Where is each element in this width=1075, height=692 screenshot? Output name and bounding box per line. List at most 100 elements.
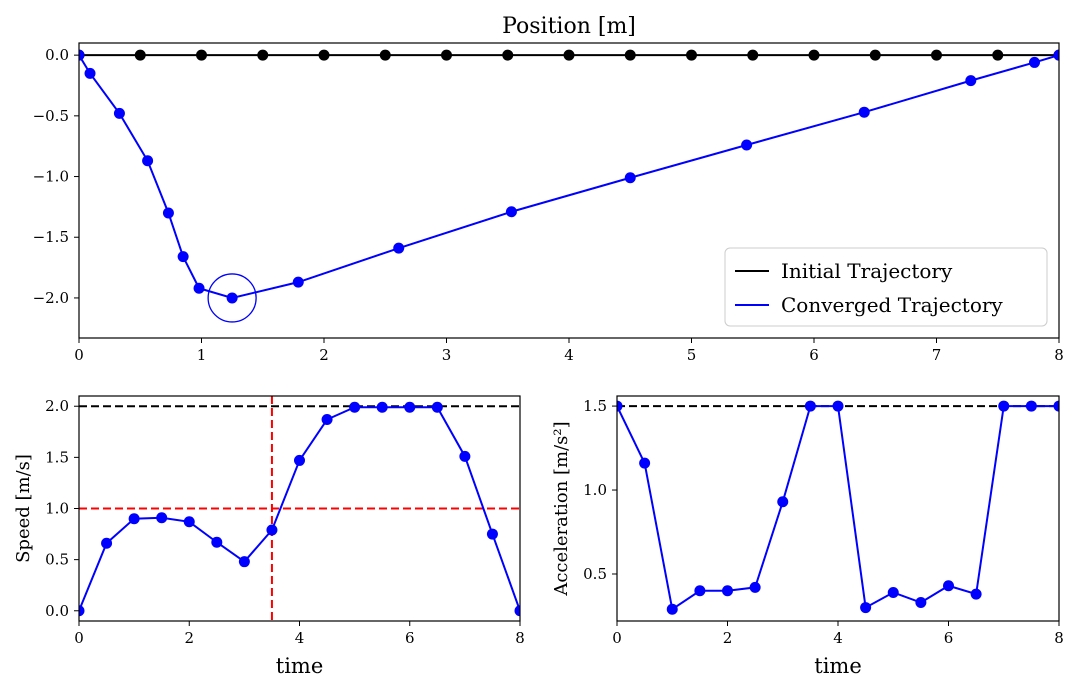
data-point bbox=[257, 49, 269, 61]
data-point bbox=[294, 454, 305, 466]
data-point bbox=[970, 588, 982, 600]
data-point bbox=[860, 602, 872, 614]
y-tick-label: 0.0 bbox=[45, 46, 69, 64]
data-point bbox=[686, 49, 697, 61]
data-point bbox=[379, 49, 391, 61]
data-point bbox=[162, 207, 174, 219]
data-point bbox=[502, 49, 514, 61]
data-point bbox=[1029, 56, 1040, 68]
x-tick-label: 2 bbox=[319, 346, 329, 364]
x-tick-label: 4 bbox=[564, 346, 574, 364]
y-tick-label: 0.5 bbox=[45, 551, 69, 569]
data-point bbox=[128, 513, 140, 525]
x-tick-label: 7 bbox=[932, 346, 942, 364]
data-point bbox=[563, 49, 575, 61]
data-point bbox=[808, 49, 820, 61]
data-point bbox=[887, 586, 899, 598]
x-tick-label: 0 bbox=[74, 346, 84, 364]
x-tick-label: 0 bbox=[612, 629, 622, 647]
y-tick-label: −1.5 bbox=[33, 228, 69, 246]
data-point bbox=[459, 450, 471, 462]
x-tick-label: 8 bbox=[1054, 346, 1064, 364]
data-point bbox=[858, 106, 870, 118]
data-point bbox=[869, 49, 881, 61]
data-point bbox=[943, 580, 954, 592]
data-point bbox=[177, 251, 189, 263]
data-point bbox=[1053, 400, 1059, 412]
x-axis-label: time bbox=[276, 654, 324, 678]
y-axis-label: Acceleration [m/s²] bbox=[551, 421, 572, 596]
x-tick-label: 2 bbox=[723, 629, 733, 647]
y-tick-label: 1.0 bbox=[45, 500, 69, 518]
data-point bbox=[722, 585, 733, 597]
data-point bbox=[749, 581, 761, 593]
data-point bbox=[292, 276, 304, 288]
acceleration-chart: 0 2 4 6 8 0.5 1.0 1.5 time Acceleration [m/s²] bbox=[551, 395, 1064, 678]
x-tick-label: 6 bbox=[809, 346, 819, 364]
data-point bbox=[196, 49, 207, 61]
x-tick-label: 1 bbox=[197, 346, 207, 364]
axes-frame bbox=[78, 42, 1060, 339]
data-point bbox=[741, 139, 753, 151]
data-point bbox=[349, 401, 361, 413]
data-point bbox=[393, 242, 405, 254]
data-point bbox=[915, 597, 927, 609]
y-tick-label: 0.0 bbox=[45, 602, 69, 620]
data-point bbox=[694, 585, 706, 597]
axes-frame bbox=[78, 395, 521, 622]
speed-chart: 0 2 4 6 8 0.0 0.5 1.0 1.5 2.0 time Speed [m/s] bbox=[13, 395, 525, 678]
y-tick-label: 1.5 bbox=[583, 397, 607, 415]
data-point bbox=[777, 496, 789, 508]
data-point bbox=[113, 107, 125, 119]
x-tick-label: 2 bbox=[184, 629, 194, 647]
y-tick-label: 1.0 bbox=[583, 481, 607, 499]
data-point bbox=[441, 49, 452, 61]
data-point bbox=[832, 400, 844, 412]
data-point bbox=[193, 282, 205, 294]
data-point bbox=[404, 401, 416, 413]
data-point bbox=[156, 512, 168, 524]
x-tick-label: 8 bbox=[1054, 629, 1064, 647]
data-point bbox=[505, 206, 517, 218]
data-point bbox=[931, 49, 942, 61]
data-point bbox=[514, 605, 520, 617]
chart-title: Position [m] bbox=[502, 14, 636, 39]
data-point bbox=[226, 292, 238, 304]
highlight-circle bbox=[207, 273, 257, 323]
y-axis-label: Speed [m/s] bbox=[13, 454, 34, 563]
data-point bbox=[998, 400, 1010, 412]
x-tick-label: 6 bbox=[405, 629, 415, 647]
data-point bbox=[431, 401, 443, 413]
legend-label: Initial Trajectory bbox=[781, 259, 953, 283]
data-point bbox=[134, 49, 146, 61]
data-point bbox=[101, 537, 113, 549]
x-tick-label: 3 bbox=[442, 346, 452, 364]
legend: Initial Trajectory Converged Trajectory bbox=[724, 247, 1048, 327]
data-point bbox=[992, 49, 1004, 61]
data-point bbox=[142, 155, 154, 167]
data-point bbox=[266, 524, 278, 536]
y-tick-label: 1.5 bbox=[45, 448, 69, 466]
data-point bbox=[318, 49, 330, 61]
y-tick-label: 0.5 bbox=[583, 565, 607, 583]
x-tick-label: 4 bbox=[295, 629, 305, 647]
position-chart: 0 1 2 3 4 5 6 7 8 0.0 −0.5 −1.0 −1.5 −2.0 Position [m]… bbox=[33, 14, 1064, 364]
data-point bbox=[1025, 400, 1037, 412]
data-point bbox=[666, 603, 678, 615]
data-point bbox=[639, 457, 651, 469]
x-tick-label: 6 bbox=[944, 629, 954, 647]
data-point bbox=[321, 414, 333, 426]
axes-frame bbox=[616, 395, 1060, 622]
data-point bbox=[79, 49, 85, 61]
data-point bbox=[747, 49, 759, 61]
x-tick-label: 4 bbox=[833, 629, 843, 647]
data-point bbox=[84, 67, 96, 79]
y-tick-label: −1.0 bbox=[33, 168, 69, 186]
data-point bbox=[617, 400, 623, 412]
plot-area bbox=[617, 400, 1059, 615]
data-point bbox=[804, 400, 816, 412]
x-tick-label: 0 bbox=[74, 629, 84, 647]
data-point bbox=[965, 75, 977, 87]
plot-area bbox=[79, 396, 520, 621]
data-point bbox=[238, 556, 250, 568]
